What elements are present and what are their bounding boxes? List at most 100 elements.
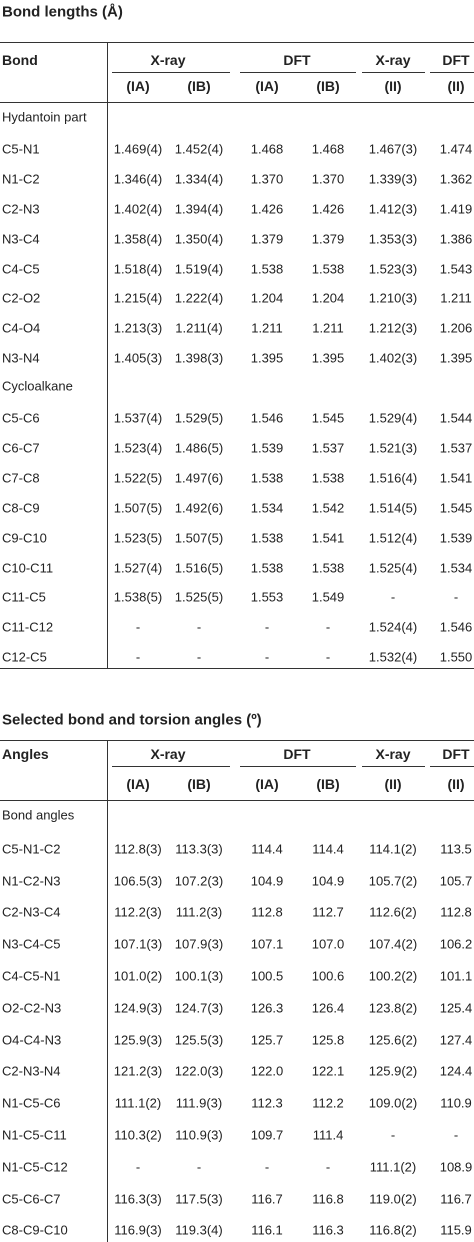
group-underline <box>362 766 425 767</box>
row-label: N3-N4 <box>2 350 40 366</box>
cell: 1.514(5) <box>368 500 418 516</box>
cell: 116.7 <box>440 1191 472 1207</box>
cell: 112.2 <box>312 1095 344 1111</box>
cell: 106.5(3) <box>113 873 163 889</box>
group-label: Cycloalkane <box>2 378 73 394</box>
cell: 1.537 <box>439 440 473 456</box>
group-underline <box>240 766 356 767</box>
cell: - <box>325 619 331 635</box>
row-label: C2-N3 <box>2 201 40 217</box>
cell: 116.3 <box>312 1222 344 1238</box>
cell: 1.525(5) <box>174 589 224 605</box>
cell: 100.5 <box>250 968 284 984</box>
cell: - <box>325 649 331 665</box>
cell: 107.9(3) <box>174 936 224 952</box>
cell: 112.8 <box>251 904 283 920</box>
cell: 1.469(4) <box>113 141 163 157</box>
group-underline <box>112 72 230 73</box>
cell: - <box>453 589 459 605</box>
row-label: C2-N3-C4 <box>2 904 61 920</box>
cell: 1.543 <box>439 261 473 276</box>
cell: 1.534 <box>250 500 284 516</box>
cell: 1.553 <box>250 589 284 605</box>
header-group: X-ray <box>150 52 186 68</box>
header-sub: (II) <box>384 78 402 94</box>
cell: 125.8 <box>311 1032 345 1048</box>
cell: 1.550 <box>439 649 473 665</box>
cell: 1.467(3) <box>368 141 418 157</box>
cell: 1.507(5) <box>113 500 163 516</box>
cell: 1.538 <box>250 560 284 575</box>
top-rule <box>0 42 474 43</box>
cell: 1.523(3) <box>368 261 418 276</box>
header-group: DFT <box>442 746 470 762</box>
cell: 1.516(5) <box>174 560 224 575</box>
row-label: C5-C6 <box>2 410 40 426</box>
cell: 1.542 <box>311 500 345 516</box>
cell: - <box>264 649 270 665</box>
row-label: C2-O2 <box>2 290 41 306</box>
cell: 1.538 <box>311 560 345 575</box>
cell: 1.402(4) <box>113 201 163 217</box>
cell: 115.9 <box>440 1222 472 1238</box>
cell: 1.204 <box>311 290 345 306</box>
group-underline <box>430 766 474 767</box>
row-label: C4-C5-N1 <box>2 968 61 984</box>
row-label: N1-C5-C6 <box>2 1095 61 1111</box>
header-first: Bond <box>2 52 38 68</box>
cell: 107.1 <box>250 936 284 952</box>
group-label: Hydantoin part <box>2 109 87 125</box>
row-label: O2-C2-N3 <box>2 1000 62 1016</box>
cell: 1.512(4) <box>368 530 418 546</box>
section-title: Bond lengths (Å) <box>2 3 123 21</box>
header-sub: (IB) <box>316 776 340 792</box>
cell: 1.213(3) <box>113 320 163 336</box>
cell: 1.350(4) <box>174 231 224 247</box>
header-sub: (IA) <box>255 78 279 94</box>
cell: 1.394(4) <box>174 201 224 217</box>
cell: 1.339(3) <box>368 171 418 187</box>
cell: 111.1(2) <box>114 1095 162 1111</box>
cell: 1.222(4) <box>174 290 224 306</box>
header-sub: (IB) <box>187 78 211 94</box>
cell: 1.541 <box>439 470 473 486</box>
header-sub: (IA) <box>126 78 150 94</box>
row-label: C9-C10 <box>2 530 47 546</box>
cell: - <box>390 1127 396 1143</box>
cell: 124.4 <box>439 1063 473 1079</box>
cell: 125.6(2) <box>368 1032 418 1048</box>
cell: 1.486(5) <box>174 440 224 456</box>
cell: 1.419 <box>439 201 473 217</box>
cell: 1.211 <box>251 320 283 336</box>
cell: 1.523(5) <box>113 530 163 546</box>
cell: 1.523(4) <box>113 440 163 456</box>
row-label: N1-C2 <box>2 171 40 187</box>
cell: 1.474 <box>439 141 473 157</box>
cell: 110.3(2) <box>114 1127 162 1143</box>
row-label: C6-C7 <box>2 440 40 456</box>
header-sub: (IB) <box>316 78 340 94</box>
column-divider <box>107 740 108 1242</box>
cell: 1.370 <box>311 171 345 187</box>
row-label: C2-N3-N4 <box>2 1063 61 1079</box>
cell: 125.4 <box>439 1000 473 1016</box>
cell: 109.0(2) <box>368 1095 418 1111</box>
cell: 101.1 <box>439 968 473 984</box>
header-rule <box>0 102 474 103</box>
cell: 116.3(3) <box>114 1191 162 1207</box>
cell: 1.527(4) <box>113 560 163 575</box>
cell: 119.3(4) <box>175 1222 223 1238</box>
cell: 1.346(4) <box>113 171 163 187</box>
cell: 1.395 <box>250 350 284 366</box>
cell: 116.7 <box>251 1191 283 1207</box>
cell: 111.4 <box>312 1127 344 1143</box>
cell: 107.0 <box>311 936 345 952</box>
top-rule <box>0 740 474 741</box>
cell: 1.386 <box>439 231 473 247</box>
row-label: C4-O4 <box>2 320 41 336</box>
cell: 119.0(2) <box>369 1191 417 1207</box>
cell: 121.2(3) <box>113 1063 163 1079</box>
header-sub: (IB) <box>187 776 211 792</box>
group-underline <box>362 72 425 73</box>
header-group: DFT <box>283 746 311 762</box>
